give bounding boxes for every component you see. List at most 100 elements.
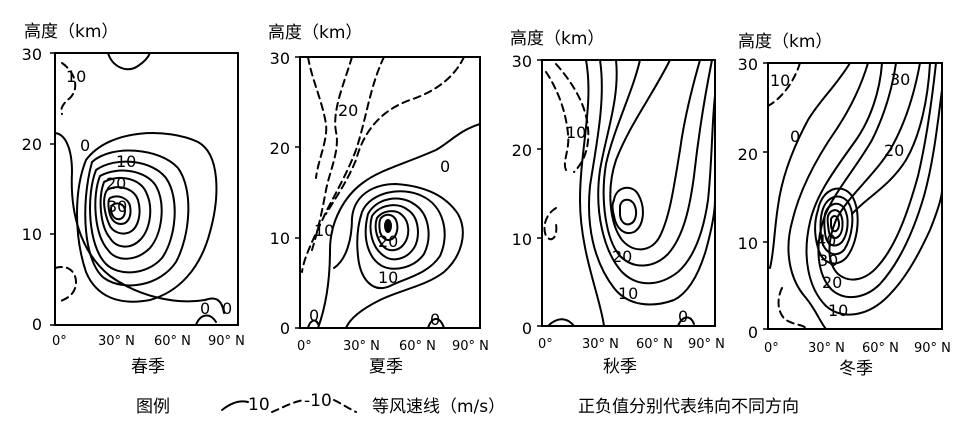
contour-line-negative [307,56,328,179]
contour-line-negative [325,56,465,215]
contour-line-negative [767,62,801,107]
contour-line-negative [543,207,558,241]
contour-line [427,318,445,329]
contour-line [830,215,841,233]
x-tick-label: 0° [52,334,67,349]
contour-label: 10 [66,67,86,86]
contour-label: 0 [80,136,90,155]
contour-line-negative [777,287,807,330]
contour-label: 30 [818,251,838,270]
contour-label: 10 [314,221,334,240]
x-tick-label: 60° N [399,339,436,354]
y-tick-label: 30 [270,49,290,68]
contour-label: 0 [200,299,210,318]
plot-frame [299,56,481,329]
contour-line-negative [555,63,590,173]
plot-frame [54,52,239,326]
contour-line [110,202,126,221]
contour-label: 10 [770,71,790,90]
y-axis-title: 高度（km） [24,22,118,42]
contour-line [602,59,713,267]
contour-line [99,176,152,248]
contour-line [819,195,854,256]
x-tick-label: 90° N [452,339,489,354]
legend-dashed-line-sample-tail [333,399,357,413]
contour-line-negative [301,56,385,273]
x-tick-label: 0° [764,341,779,356]
y-axis-title: 高度（km） [510,29,604,49]
y-tick-label: 10 [738,234,758,253]
contour-line [76,132,218,303]
x-tick-label: 90° N [208,334,245,349]
y-tick-label: 20 [270,139,290,158]
wind-speed-maximum-core [384,219,392,233]
y-axis-title: 高度（km） [738,32,832,52]
legend-title: 图例 [136,397,170,417]
panel-winter: 高度（km） 30 20 10 0 0° 30° N 60° N 90° N 冬… [738,32,951,379]
plot-frame [767,62,943,330]
legend-solid-line-sample [221,400,249,411]
contour-label: 0 [440,157,450,176]
contour-line [195,314,217,326]
contour-line [588,59,716,306]
contour-label: 10 [116,152,136,171]
x-tick-label: 30° N [808,341,845,356]
legend-solid-value: 10 [248,395,270,415]
panel-summer: 高度（km） 30 20 10 0 0° 30° N 60° N 90° N 夏… [268,23,489,377]
y-axis-title: 高度（km） [268,23,362,43]
panel-title: 秋季 [603,357,637,377]
contour-label: 10 [566,123,586,142]
x-tick-label: 60° N [636,337,673,352]
contour-line [317,123,481,329]
y-tick-label: 20 [512,141,532,160]
x-tick-label: 90° N [914,341,951,356]
legend-line-name: 等风速线（m/s） [372,397,505,417]
contour-label: 30 [890,70,910,89]
legend-note: 正负值分别代表纬向不同方向 [578,397,799,417]
legend-dashed-value: -10 [304,391,332,411]
contour-line-negative [54,266,78,303]
contour-line [54,132,225,314]
x-tick-label: 0° [297,339,312,354]
contour-line [84,149,190,287]
y-tick-label: 0 [522,319,532,338]
contour-label: 40 [816,231,836,250]
contour-line [89,160,176,274]
contour-line [547,318,575,327]
x-tick-label: 0° [538,337,553,352]
contour-line [579,59,605,327]
contour-line-negative [311,56,353,251]
panel-title: 春季 [131,357,165,377]
contour-line [787,62,869,330]
panel-spring: 高度（km） 30 20 10 0 0° 30° N 60° N 90° N 春… [22,22,245,377]
x-tick-label: 90° N [688,337,725,352]
contour-line-negative [545,71,570,171]
contour-line [851,62,931,215]
y-tick-label: 10 [22,225,42,244]
y-tick-label: 30 [22,45,42,64]
y-tick-label: 20 [738,145,758,164]
contour-line [107,195,132,225]
x-tick-label: 60° N [862,341,899,356]
x-tick-label: 30° N [343,339,380,354]
x-tick-label: 60° N [154,334,191,349]
x-tick-label: 30° N [582,337,619,352]
contour-line [374,210,410,252]
contour-label: 30 [107,197,127,216]
contour-label: 20 [612,247,632,266]
contour-label: 0 [790,127,800,146]
contour-label: 0 [222,299,232,318]
y-tick-label: 10 [512,230,532,249]
contour-label: 0 [678,307,688,326]
y-tick-label: 0 [32,315,42,334]
contour-line-negative [60,62,77,115]
y-tick-label: 0 [280,319,290,338]
x-tick-label: 30° N [98,334,135,349]
legend-dashed-line-sample [271,399,305,413]
contour-line [619,198,638,226]
contour-label: 10 [378,268,398,287]
plot-frame [541,59,716,327]
contour-label: 20 [338,101,358,120]
contour-label: 20 [822,273,842,292]
